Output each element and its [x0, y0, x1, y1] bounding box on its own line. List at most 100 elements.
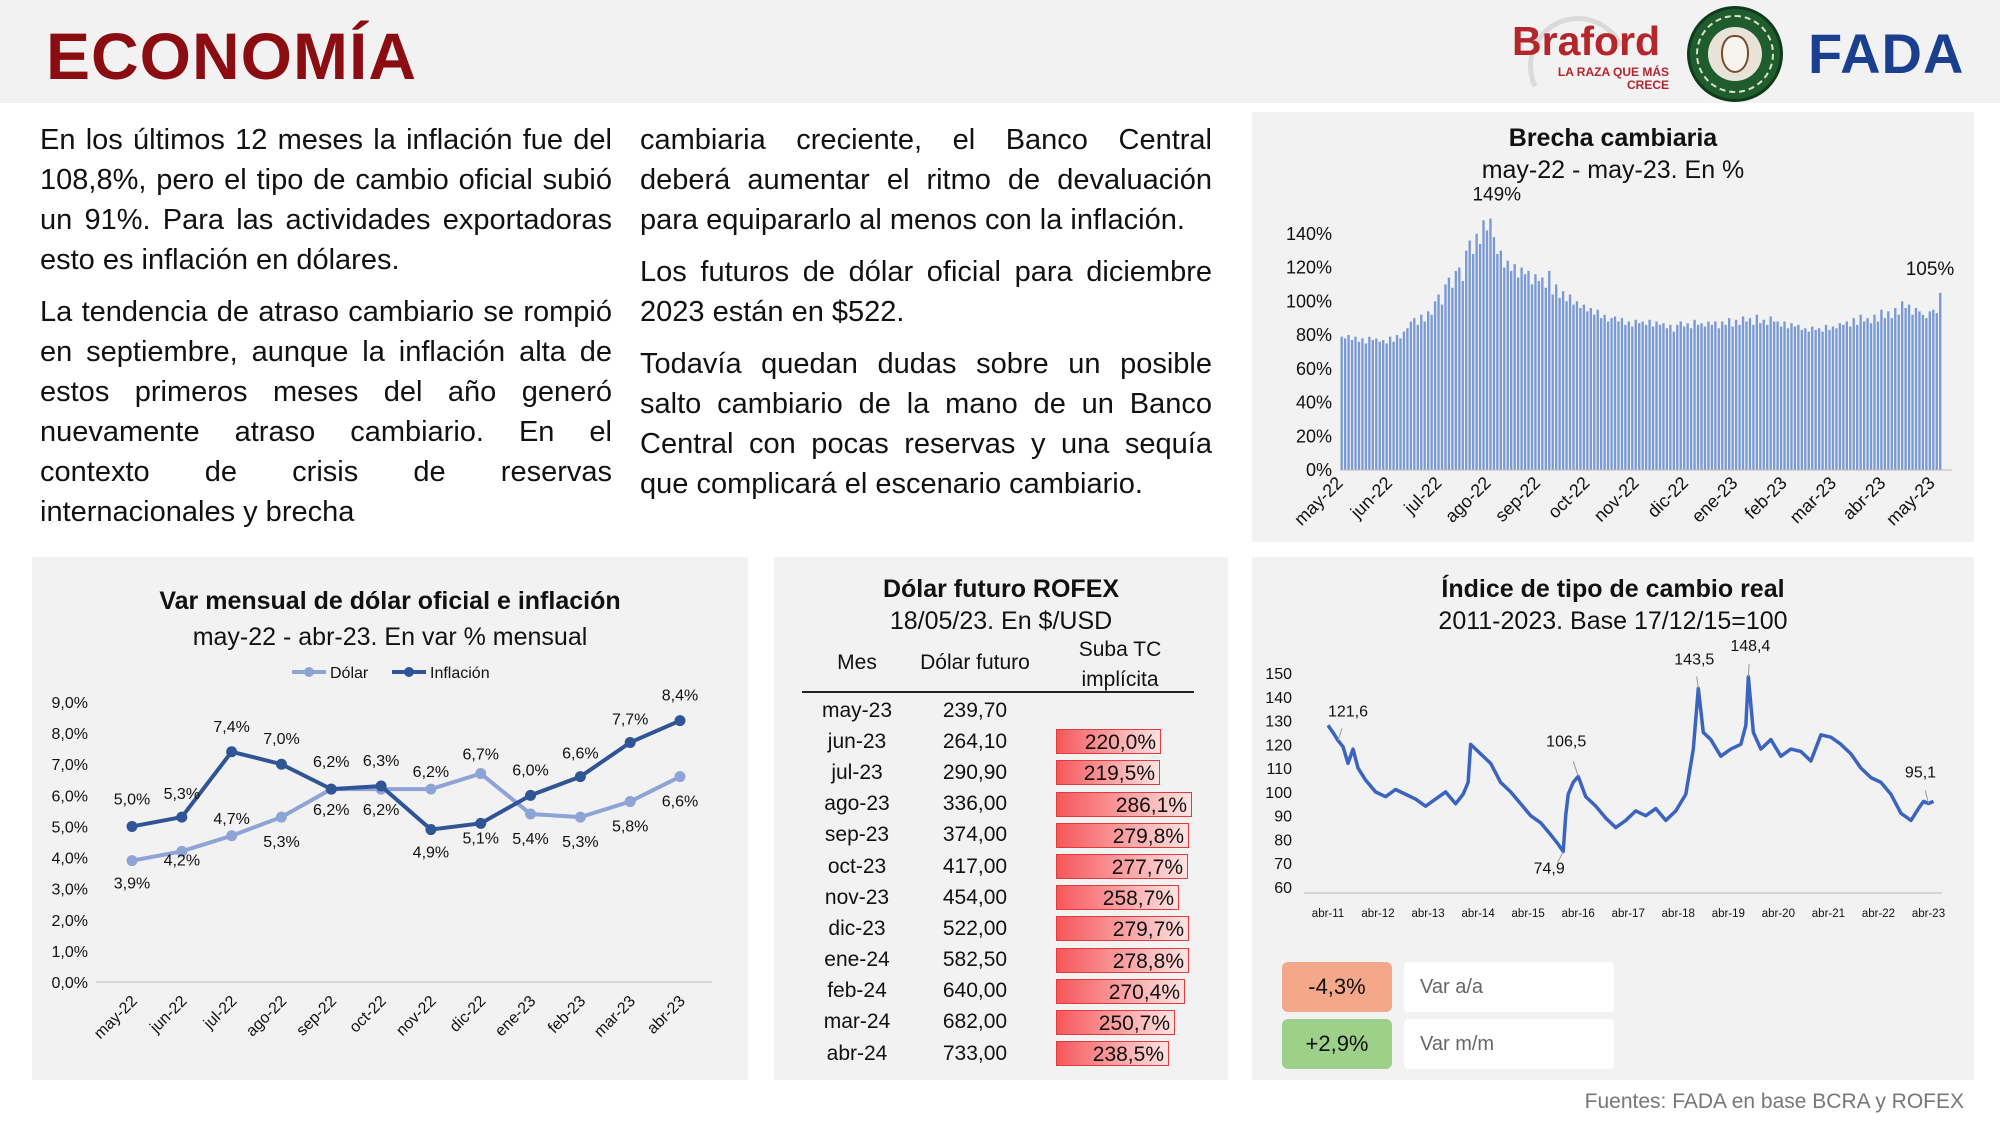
column-header-dolar-futuro: Dólar futuro [920, 651, 1030, 674]
bar [1461, 281, 1464, 470]
header-rule [802, 691, 1194, 693]
cell-dolar-futuro: 264,10 [942, 729, 1008, 753]
x-tick-label: nov-22 [1590, 473, 1643, 526]
table-row: ago-23 336,00 286,1% [802, 789, 1196, 820]
data-label: 4,7% [213, 811, 249, 828]
data-label: 121,6 [1328, 704, 1368, 721]
bar [1340, 336, 1343, 470]
bar [1686, 323, 1689, 470]
data-label: 6,2% [363, 802, 399, 819]
data-label: 7,7% [612, 711, 648, 728]
bar [1759, 323, 1762, 470]
bar [1939, 292, 1942, 470]
bar [1842, 324, 1845, 470]
bar [1489, 218, 1492, 470]
bar [1783, 321, 1786, 470]
bar [1821, 331, 1824, 470]
cell-dolar-futuro: 682,00 [942, 1010, 1008, 1034]
bar [1911, 314, 1914, 470]
legend-marker [404, 667, 414, 677]
cell-mes: ene-24 [824, 948, 890, 972]
kpi-var-mm-value: +2,9% [1282, 1019, 1392, 1069]
bar [1354, 336, 1357, 470]
y-tick-label: 40% [1296, 393, 1332, 413]
bar [1717, 328, 1720, 470]
bar [1364, 343, 1368, 470]
data-point [126, 820, 138, 832]
y-tick-label: 5,0% [52, 819, 88, 836]
bar [1534, 274, 1537, 470]
bar [1361, 338, 1364, 470]
y-tick-label: 60 [1274, 880, 1292, 897]
text-column-2: cambiaria creciente, el Banco Central de… [640, 120, 1212, 516]
bar [1883, 318, 1887, 470]
y-tick-label: 110 [1266, 761, 1292, 778]
bar [1447, 277, 1451, 470]
bar [1935, 313, 1938, 470]
x-tick-label: may-23 [1882, 473, 1939, 530]
bar [1838, 323, 1842, 470]
x-tick-label: jun-22 [146, 993, 190, 1037]
table-row: feb-24 640,00 270,4% [802, 976, 1196, 1007]
bar [1478, 243, 1482, 470]
bar [1520, 267, 1523, 470]
cell-mes: may-23 [821, 698, 893, 722]
x-tick-label: oct-22 [1544, 473, 1594, 523]
bar [1388, 336, 1392, 470]
bar [1741, 316, 1745, 470]
cell-mes: ago-23 [824, 792, 890, 816]
data-label: 7,0% [263, 731, 299, 748]
cell-dolar-futuro: 733,00 [942, 1041, 1008, 1065]
bar [1665, 328, 1669, 470]
x-tick-label: ene-23 [1688, 473, 1742, 527]
bar [1378, 341, 1381, 470]
rofex-table: may-23 239,70 jun-23 264,10 220,0% jul-23 290,… [802, 695, 1196, 1069]
x-tick-label: ago-22 [243, 993, 290, 1040]
bar [1568, 294, 1572, 470]
bar [1371, 340, 1374, 470]
bar [1565, 301, 1568, 470]
bar [1662, 323, 1665, 470]
x-tick-label: sep-22 [1491, 473, 1544, 526]
bar [1655, 321, 1658, 470]
data-label: 5,3% [263, 834, 299, 851]
cell-dolar-futuro: 522,00 [942, 916, 1008, 940]
suba-value: 279,7% [1112, 918, 1184, 942]
bar [1793, 326, 1797, 470]
bar [1530, 284, 1534, 470]
bar [1814, 329, 1817, 470]
var-mensual-chart: 0,0% 1,0% 2,0% 3,0% 4,0% 5,0% 6,0% 7,0% 8,0% 9,0%… [52, 665, 712, 1043]
bar [1890, 318, 1893, 470]
bar [1786, 328, 1790, 470]
bar [1624, 324, 1627, 470]
bar [1641, 321, 1644, 470]
bar [1748, 318, 1752, 470]
fada-logo: FADA [1808, 22, 1965, 85]
y-tick-label: 120% [1286, 258, 1332, 278]
bar [1444, 284, 1447, 470]
cell-dolar-futuro: 239,70 [942, 698, 1008, 722]
hereford-seal-logo [1687, 6, 1783, 102]
legend-label: Dólar [330, 665, 369, 682]
x-tick-label: abr-12 [1361, 908, 1394, 917]
x-tick-label: ene-23 [492, 993, 539, 1040]
data-point [275, 811, 287, 823]
bar [1824, 324, 1828, 470]
data-label: 4,9% [413, 845, 449, 862]
bar [1385, 343, 1388, 470]
y-tick-label: 80 [1274, 832, 1292, 849]
cell-suba: 238,5% [1038, 1038, 1196, 1069]
data-label: 7,4% [213, 719, 249, 736]
suba-value: 270,4% [1108, 980, 1180, 1004]
bar [1599, 318, 1603, 470]
cell-dolar-futuro: 374,00 [942, 823, 1008, 847]
y-tick-label: 60% [1296, 359, 1332, 379]
bar [1499, 250, 1503, 470]
suba-value: 278,8% [1112, 949, 1184, 973]
bar [1471, 254, 1475, 470]
data-point [525, 789, 537, 801]
bar [1710, 324, 1714, 470]
data-label: 5,3% [562, 834, 598, 851]
table-row: may-23 239,70 [802, 695, 1196, 726]
bar [1510, 270, 1513, 470]
